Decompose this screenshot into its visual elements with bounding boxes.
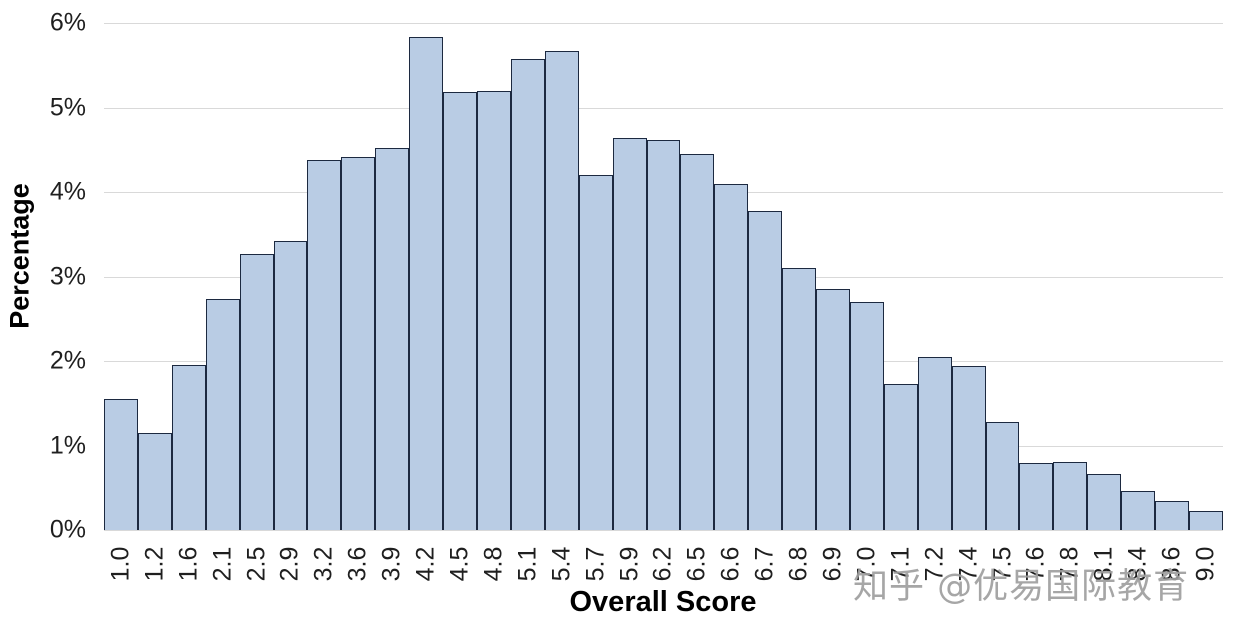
bar-3.6: [341, 156, 376, 530]
bar-2.5: [239, 253, 274, 530]
bar-8.6: [1155, 501, 1189, 530]
gridline: [104, 107, 1223, 109]
bar-6.7: [748, 211, 783, 530]
bar-7.4: [951, 366, 986, 530]
x-tick-label: 1.2: [140, 546, 169, 582]
plot-area: [104, 23, 1223, 531]
bar-1.0: [104, 399, 138, 530]
x-tick-cell: 4.5: [443, 534, 477, 594]
x-tick-cell: 2.9: [274, 534, 308, 594]
x-tick-label: 3.2: [309, 546, 338, 582]
bar-8.4: [1121, 491, 1156, 530]
bar-1.2: [137, 432, 172, 530]
bar-7.8: [1053, 461, 1088, 530]
bar-5.1: [510, 58, 545, 530]
x-tick-cell: 6.7: [748, 534, 782, 594]
gridline: [104, 23, 1223, 24]
bar-4.5: [443, 92, 477, 530]
bar-7.6: [1019, 463, 1054, 530]
bar-6.9: [816, 289, 850, 530]
bar-2.9: [273, 241, 308, 530]
y-tick-label: 5%: [49, 93, 86, 121]
x-tick-label: 6.9: [818, 546, 847, 582]
bar-6.6: [714, 183, 749, 530]
bar-5.4: [544, 50, 579, 530]
x-tick-cell: 1.2: [138, 534, 172, 594]
x-tick-label: 5.4: [547, 546, 576, 582]
bar-7.2: [917, 356, 952, 530]
x-tick-cell: 5.4: [545, 534, 579, 594]
bar-4.2: [409, 37, 444, 530]
x-tick-cell: 2.1: [206, 534, 240, 594]
x-tick-cell: 6.9: [816, 534, 850, 594]
x-tick-label: 1.0: [106, 546, 135, 582]
x-tick-label: 5.7: [581, 546, 610, 582]
x-tick-cell: 3.9: [375, 534, 409, 594]
x-tick-cell: 4.2: [409, 534, 443, 594]
x-tick-cell: 4.8: [477, 534, 511, 594]
x-tick-cell: 1.6: [172, 534, 206, 594]
gridline: [104, 530, 1223, 531]
y-tick-label: 6%: [49, 8, 86, 37]
watermark: 知乎 @优易国际教育: [853, 567, 1190, 607]
x-tick-label: 3.6: [343, 546, 372, 582]
x-tick-cell: 6.6: [714, 534, 748, 594]
x-axis-title: Overall Score: [569, 586, 757, 618]
x-tick-cell: 5.9: [613, 534, 647, 594]
bar-7.5: [985, 421, 1020, 530]
bar-9.0: [1189, 510, 1223, 530]
x-tick-label: 6.7: [750, 546, 779, 582]
bar-5.9: [612, 137, 647, 530]
x-tick-label: 1.6: [174, 546, 203, 582]
bar-4.8: [476, 90, 511, 530]
x-tick-cell: 6.5: [680, 534, 714, 594]
y-tick-label: 3%: [49, 262, 86, 290]
x-tick-cell: 9.0: [1189, 534, 1223, 594]
x-tick-label: 3.9: [377, 546, 406, 582]
x-tick-label: 6.2: [648, 546, 677, 582]
y-axis-ticks: 0% 1% 2% 3% 4% 5% 6%: [0, 10, 86, 542]
x-tick-label: 6.8: [784, 546, 813, 582]
bar-3.2: [307, 159, 342, 530]
y-tick-label: 0%: [49, 515, 86, 544]
bar-2.1: [205, 299, 240, 530]
x-tick-label: 2.1: [208, 546, 237, 582]
y-tick-label: 2%: [49, 346, 86, 375]
x-tick-label: 5.1: [513, 546, 542, 582]
y-tick-label: 4%: [49, 177, 86, 206]
bar-6.5: [680, 153, 715, 530]
x-tick-label: 6.5: [682, 546, 711, 582]
bar-6.8: [782, 268, 817, 530]
x-tick-cell: 3.6: [341, 534, 375, 594]
bar-3.9: [375, 148, 410, 530]
x-tick-cell: 5.1: [511, 534, 545, 594]
bar-1.6: [171, 365, 206, 530]
bars-container: [104, 23, 1223, 530]
y-tick-label: 1%: [49, 431, 86, 459]
x-tick-cell: 1.0: [104, 534, 138, 594]
x-tick-label: 4.8: [479, 546, 508, 582]
bar-7.1: [883, 383, 918, 530]
x-tick-label: 2.9: [275, 546, 304, 582]
bar-5.7: [578, 175, 613, 530]
x-tick-label: 5.9: [615, 546, 644, 582]
x-tick-label: 2.5: [242, 546, 271, 582]
bar-8.1: [1087, 474, 1122, 530]
bar-6.2: [646, 140, 681, 530]
x-tick-label: 6.6: [716, 546, 745, 582]
x-tick-cell: 2.5: [240, 534, 274, 594]
x-tick-label: 4.2: [411, 546, 440, 582]
x-tick-cell: 5.7: [579, 534, 613, 594]
bar-7.0: [849, 301, 884, 530]
x-tick-cell: 6.2: [647, 534, 681, 594]
x-tick-cell: 3.2: [307, 534, 341, 594]
x-tick-cell: 6.8: [782, 534, 816, 594]
x-tick-label: 9.0: [1191, 546, 1220, 582]
x-tick-label: 4.5: [445, 546, 474, 582]
